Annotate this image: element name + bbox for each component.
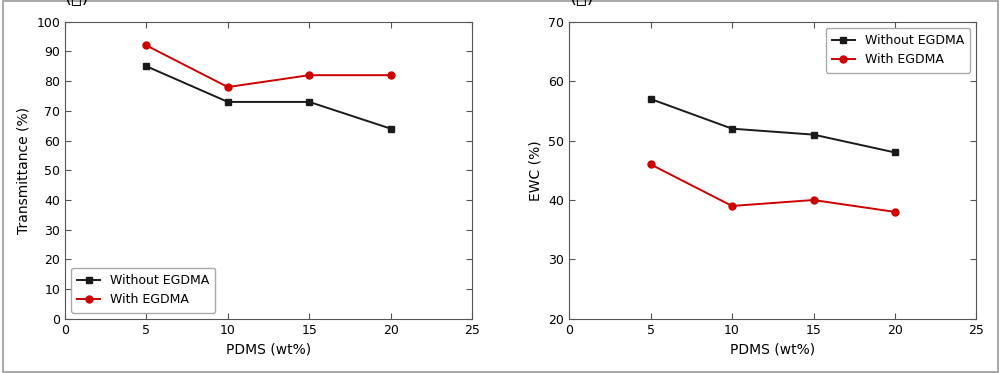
X-axis label: PDMS (wt%): PDMS (wt%)	[226, 342, 311, 356]
Without EGDMA	[645, 97, 657, 101]
With EGDMA	[140, 43, 152, 48]
Without EGDMA	[808, 132, 820, 137]
With EGDMA	[303, 73, 315, 78]
Y-axis label: Transmittance (%): Transmittance (%)	[17, 107, 31, 234]
X-axis label: PDMS (wt%): PDMS (wt%)	[730, 342, 816, 356]
Legend: Without EGDMA, With EGDMA: Without EGDMA, With EGDMA	[71, 268, 215, 313]
Text: (나): (나)	[570, 0, 594, 7]
Line: With EGDMA: With EGDMA	[143, 42, 394, 91]
Without EGDMA	[384, 126, 396, 131]
With EGDMA	[645, 162, 657, 167]
Without EGDMA	[889, 150, 901, 155]
With EGDMA	[384, 73, 396, 78]
Without EGDMA	[303, 100, 315, 104]
Legend: Without EGDMA, With EGDMA: Without EGDMA, With EGDMA	[826, 28, 970, 73]
Text: (가): (가)	[65, 0, 90, 7]
Line: With EGDMA: With EGDMA	[647, 161, 899, 215]
Without EGDMA	[726, 126, 738, 131]
Y-axis label: EWC (%): EWC (%)	[529, 140, 543, 201]
With EGDMA	[222, 85, 234, 89]
Line: Without EGDMA: Without EGDMA	[143, 63, 394, 132]
Without EGDMA	[140, 64, 152, 69]
Without EGDMA	[222, 100, 234, 104]
With EGDMA	[808, 198, 820, 202]
Line: Without EGDMA: Without EGDMA	[647, 95, 899, 156]
With EGDMA	[726, 204, 738, 208]
With EGDMA	[889, 210, 901, 214]
